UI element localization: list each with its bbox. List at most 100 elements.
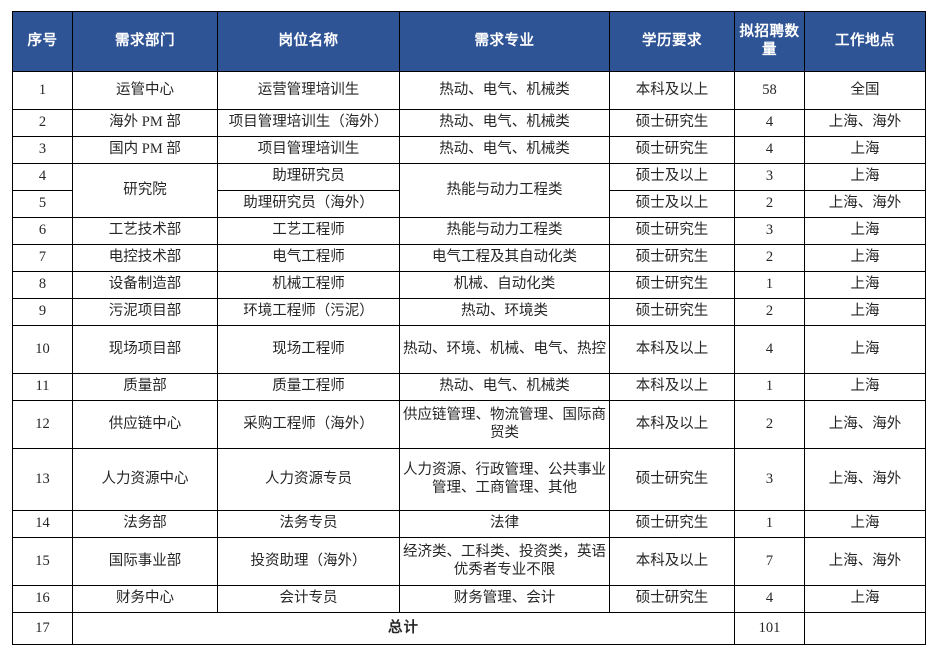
cell-no: 17 — [12, 612, 73, 645]
cell-education: 硕士及以上 — [609, 163, 735, 191]
cell-major: 法律 — [399, 510, 610, 538]
cell-dept: 运管中心 — [72, 71, 218, 110]
cell-quantity: 1 — [734, 510, 805, 538]
cell-dept: 污泥项目部 — [72, 298, 218, 326]
cell-location: 全国 — [804, 71, 926, 110]
cell-no: 12 — [12, 400, 73, 449]
column-header-position: 岗位名称 — [217, 11, 400, 72]
cell-dept: 国际事业部 — [72, 537, 218, 586]
cell-position: 工艺工程师 — [217, 217, 400, 245]
cell-dept: 设备制造部 — [72, 271, 218, 299]
cell-dept: 质量部 — [72, 373, 218, 401]
cell-no: 15 — [12, 537, 73, 586]
column-header-major: 需求专业 — [399, 11, 610, 72]
cell-education: 硕士及以上 — [609, 190, 735, 218]
cell-no: 13 — [12, 448, 73, 511]
cell-no: 7 — [12, 244, 73, 272]
cell-major: 热能与动力工程类 — [399, 163, 610, 218]
cell-dept: 海外 PM 部 — [72, 109, 218, 137]
cell-major: 经济类、工科类、投资类，英语优秀者专业不限 — [399, 537, 610, 586]
cell-education: 本科及以上 — [609, 325, 735, 374]
cell-major: 财务管理、会计 — [399, 585, 610, 613]
cell-location: 上海、海外 — [804, 537, 926, 586]
cell-position: 项目管理培训生（海外） — [217, 109, 400, 137]
total-label: 总计 — [72, 612, 735, 645]
table-row: 3 国内 PM 部 项目管理培训生 热动、电气、机械类 硕士研究生 4 上海 — [12, 136, 926, 164]
cell-no: 14 — [12, 510, 73, 538]
cell-location: 上海 — [804, 325, 926, 374]
cell-quantity: 1 — [734, 271, 805, 299]
cell-quantity: 3 — [734, 448, 805, 511]
cell-no: 1 — [12, 71, 73, 110]
cell-quantity: 2 — [734, 190, 805, 218]
cell-location: 上海 — [804, 217, 926, 245]
cell-quantity: 4 — [734, 585, 805, 613]
cell-location: 上海 — [804, 271, 926, 299]
cell-position: 助理研究员（海外） — [217, 190, 400, 218]
column-header-quantity: 拟招聘数量 — [734, 11, 805, 72]
table-row: 7 电控技术部 电气工程师 电气工程及其自动化类 硕士研究生 2 上海 — [12, 244, 926, 272]
cell-position: 投资助理（海外） — [217, 537, 400, 586]
cell-quantity: 2 — [734, 298, 805, 326]
table-total-row: 17 总计 101 — [12, 612, 926, 645]
cell-position: 法务专员 — [217, 510, 400, 538]
cell-dept: 研究院 — [72, 163, 218, 218]
cell-major: 热动、电气、机械类 — [399, 109, 610, 137]
cell-education: 硕士研究生 — [609, 109, 735, 137]
cell-dept: 现场项目部 — [72, 325, 218, 374]
cell-dept: 供应链中心 — [72, 400, 218, 449]
cell-quantity: 4 — [734, 109, 805, 137]
cell-location: 上海、海外 — [804, 400, 926, 449]
column-header-no: 序号 — [12, 11, 73, 72]
cell-education: 本科及以上 — [609, 537, 735, 586]
cell-major: 热动、电气、机械类 — [399, 136, 610, 164]
cell-location: 上海、海外 — [804, 448, 926, 511]
table-row: 6 工艺技术部 工艺工程师 热能与动力工程类 硕士研究生 3 上海 — [12, 217, 926, 245]
cell-education: 本科及以上 — [609, 400, 735, 449]
table-row: 16 财务中心 会计专员 财务管理、会计 硕士研究生 4 上海 — [12, 585, 926, 613]
table-row: 13 人力资源中心 人力资源专员 人力资源、行政管理、公共事业管理、工商管理、其… — [12, 448, 926, 511]
cell-education: 硕士研究生 — [609, 510, 735, 538]
column-header-education: 学历要求 — [609, 11, 735, 72]
cell-quantity: 7 — [734, 537, 805, 586]
table-header: 序号 需求部门 岗位名称 需求专业 学历要求 拟招聘数量 工作地点 — [12, 11, 926, 72]
cell-position: 会计专员 — [217, 585, 400, 613]
column-header-dept: 需求部门 — [72, 11, 218, 72]
cell-position: 质量工程师 — [217, 373, 400, 401]
table-row: 9 污泥项目部 环境工程师（污泥） 热动、环境类 硕士研究生 2 上海 — [12, 298, 926, 326]
cell-dept: 电控技术部 — [72, 244, 218, 272]
cell-no: 11 — [12, 373, 73, 401]
cell-position: 现场工程师 — [217, 325, 400, 374]
cell-major: 供应链管理、物流管理、国际商贸类 — [399, 400, 610, 449]
cell-no: 10 — [12, 325, 73, 374]
cell-position: 助理研究员 — [217, 163, 400, 191]
cell-education: 硕士研究生 — [609, 298, 735, 326]
cell-location: 上海 — [804, 244, 926, 272]
cell-location: 上海 — [804, 136, 926, 164]
cell-quantity: 3 — [734, 163, 805, 191]
cell-quantity: 2 — [734, 244, 805, 272]
table-body: 1 运管中心 运营管理培训生 热动、电气、机械类 本科及以上 58 全国 2 海… — [12, 71, 926, 645]
column-header-location: 工作地点 — [804, 11, 926, 72]
cell-no: 6 — [12, 217, 73, 245]
cell-education: 硕士研究生 — [609, 217, 735, 245]
table-row: 8 设备制造部 机械工程师 机械、自动化类 硕士研究生 1 上海 — [12, 271, 926, 299]
cell-position: 运营管理培训生 — [217, 71, 400, 110]
cell-total-location — [804, 612, 926, 645]
cell-education: 硕士研究生 — [609, 585, 735, 613]
cell-education: 硕士研究生 — [609, 136, 735, 164]
cell-location: 上海 — [804, 585, 926, 613]
cell-quantity: 1 — [734, 373, 805, 401]
cell-no: 3 — [12, 136, 73, 164]
cell-major: 热动、电气、机械类 — [399, 373, 610, 401]
cell-dept: 国内 PM 部 — [72, 136, 218, 164]
table-row: 5 助理研究员（海外） 硕士及以上 2 上海、海外 — [12, 190, 926, 218]
cell-major: 电气工程及其自动化类 — [399, 244, 610, 272]
cell-no: 5 — [12, 190, 73, 218]
table-row: 15 国际事业部 投资助理（海外） 经济类、工科类、投资类，英语优秀者专业不限 … — [12, 537, 926, 586]
cell-position: 采购工程师（海外） — [217, 400, 400, 449]
cell-education: 本科及以上 — [609, 71, 735, 110]
cell-education: 硕士研究生 — [609, 271, 735, 299]
table-row: 14 法务部 法务专员 法律 硕士研究生 1 上海 — [12, 510, 926, 538]
cell-position: 人力资源专员 — [217, 448, 400, 511]
